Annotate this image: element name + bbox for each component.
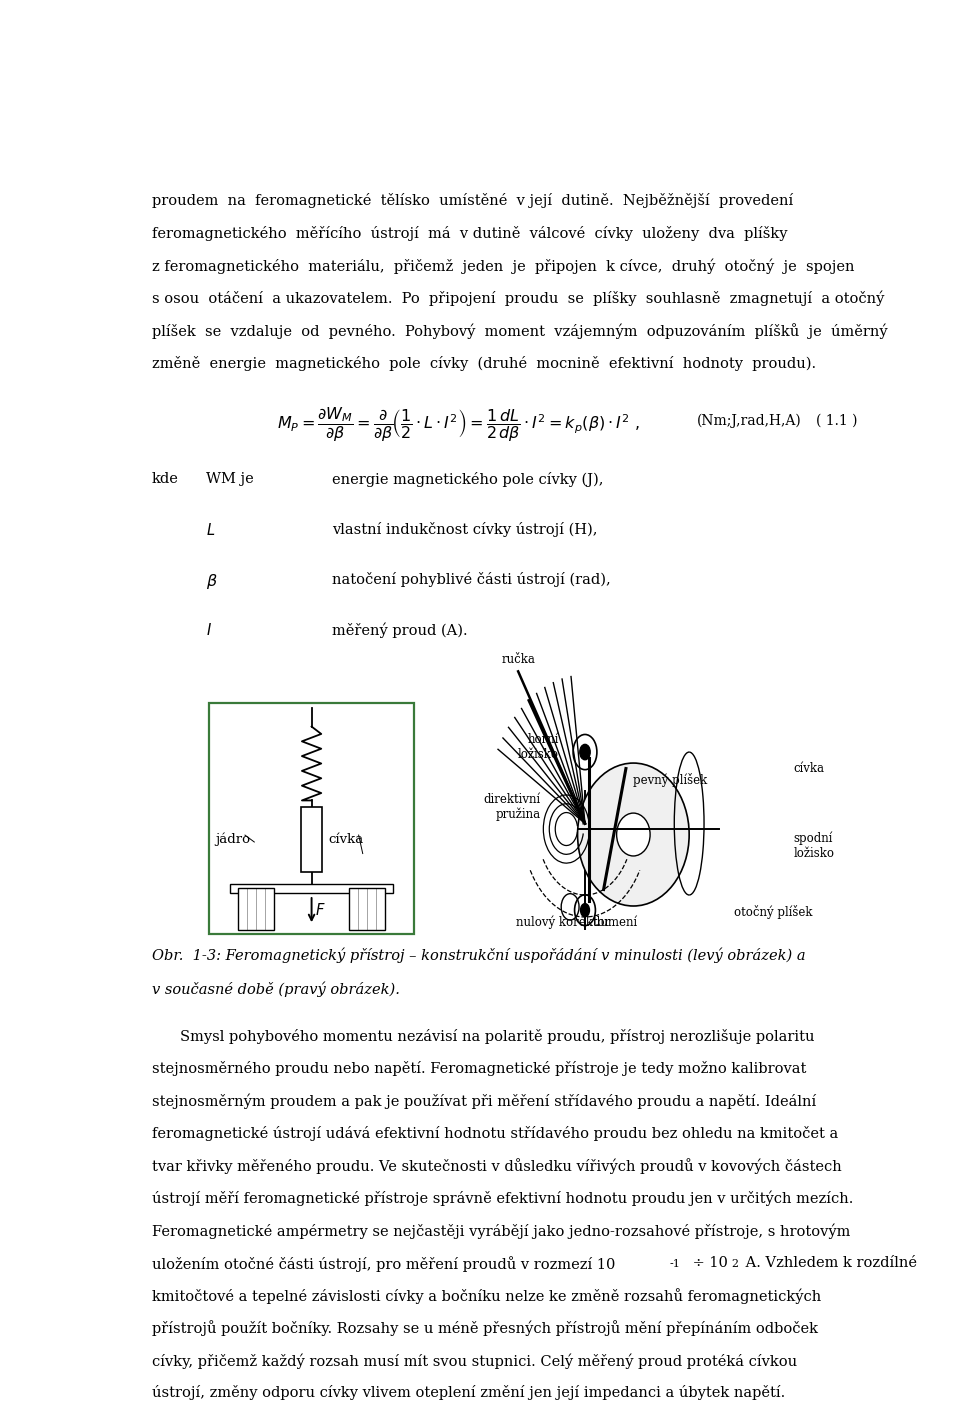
Text: $\beta$: $\beta$ xyxy=(205,573,217,591)
Circle shape xyxy=(581,904,589,917)
Text: Smysl pohybového momentu nezávisí na polaritě proudu, přístroj nerozlišuje polar: Smysl pohybového momentu nezávisí na pol… xyxy=(180,1028,815,1044)
Text: vlastní indukčnost cívky ústrojí (H),: vlastní indukčnost cívky ústrojí (H), xyxy=(332,521,597,537)
Text: natočení pohyblivé části ústrojí (rad),: natočení pohyblivé části ústrojí (rad), xyxy=(332,573,611,587)
Text: nulový korektor: nulový korektor xyxy=(516,915,610,928)
Text: ručka: ručka xyxy=(501,653,535,665)
Text: feromagnetického  měřícího  ústrojí  má  v dutině  válcové  cívky  uloženy  dva : feromagnetického měřícího ústrojí má v d… xyxy=(152,226,787,241)
Text: ( 1.1 ): ( 1.1 ) xyxy=(816,413,857,427)
Text: tlumení: tlumení xyxy=(592,915,637,928)
Text: otočný plíšek: otočný plíšek xyxy=(733,904,812,918)
Text: v současné době (pravý obrázek).: v současné době (pravý obrázek). xyxy=(152,981,400,997)
Text: horní
ložisko: horní ložisko xyxy=(518,733,559,761)
Text: z feromagnetického  materiálu,  přičemž  jeden  je  připojen  k cívce,  druhý  o: z feromagnetického materiálu, přičemž je… xyxy=(152,258,854,274)
Text: stejnosměrným proudem a pak je používat při měření střídavého proudu a napětí. I: stejnosměrným proudem a pak je používat … xyxy=(152,1094,816,1110)
Text: uložením otočné části ústrojí, pro měření proudů v rozmezí 10: uložením otočné části ústrojí, pro měřen… xyxy=(152,1255,615,1271)
Bar xyxy=(301,807,322,873)
Text: A. Vzhledem k rozdílné: A. Vzhledem k rozdílné xyxy=(741,1255,917,1269)
Text: $I$: $I$ xyxy=(205,623,211,638)
Text: jádro: jádro xyxy=(215,833,251,847)
Text: změně  energie  magnetického  pole  cívky  (druhé  mocnině  efektivní  hodnoty  : změně energie magnetického pole cívky (d… xyxy=(152,356,816,370)
Text: -1: -1 xyxy=(669,1259,680,1269)
Text: kmitočtové a tepelné závislosti cívky a bočníku nelze ke změně rozsahů feromagne: kmitočtové a tepelné závislosti cívky a … xyxy=(152,1288,821,1304)
Bar xyxy=(349,888,385,930)
Text: s osou  otáčení  a ukazovatelem.  Po  připojení  proudu  se  plíšky  souhlasně  : s osou otáčení a ukazovatelem. Po připoj… xyxy=(152,291,884,306)
Text: (Nm;J,rad,H,A): (Nm;J,rad,H,A) xyxy=(697,413,802,427)
Text: $L$: $L$ xyxy=(205,521,215,538)
Text: WM je: WM je xyxy=(205,471,253,486)
Ellipse shape xyxy=(616,813,650,855)
Text: kde: kde xyxy=(152,471,179,486)
Text: 2: 2 xyxy=(731,1259,738,1269)
Text: spodní
ložisko: spodní ložisko xyxy=(793,831,834,860)
Text: energie magnetického pole cívky (J),: energie magnetického pole cívky (J), xyxy=(332,471,604,487)
Text: cívka: cívka xyxy=(328,833,363,845)
Text: plíšek  se  vzdaluje  od  pevného.  Pohybový  moment  vzájemným  odpuzováním  pl: plíšek se vzdaluje od pevného. Pohybový … xyxy=(152,323,888,338)
Text: pevný plíšek: pevný plíšek xyxy=(634,773,708,787)
Circle shape xyxy=(580,744,590,760)
Text: měřený proud (A).: měřený proud (A). xyxy=(332,623,468,638)
Text: cívka: cívka xyxy=(793,763,825,775)
Ellipse shape xyxy=(578,763,689,905)
Text: cívky, přičemž každý rozsah musí mít svou stupnici. Celý měřený proud protéká cí: cívky, přičemž každý rozsah musí mít svo… xyxy=(152,1352,797,1368)
Text: ústrojí, změny odporu cívky vlivem oteplení změní jen její impedanci a úbytek na: ústrojí, změny odporu cívky vlivem otepl… xyxy=(152,1385,785,1401)
Text: proudem  na  feromagnetické  tělísko  umístěné  v její  dutině.  Nejběžnější  pr: proudem na feromagnetické tělísko umístě… xyxy=(152,193,793,208)
Text: Feromagnetické ampérmetry se nejčastěji vyrábějí jako jedno-rozsahové přístroje,: Feromagnetické ampérmetry se nejčastěji … xyxy=(152,1224,851,1238)
Text: ÷ 10: ÷ 10 xyxy=(687,1255,728,1269)
Text: $M_P = \dfrac{\partial W_M}{\partial \beta} = \dfrac{\partial}{\partial \beta}\!: $M_P = \dfrac{\partial W_M}{\partial \be… xyxy=(277,406,640,444)
Text: $F$: $F$ xyxy=(315,902,325,918)
Text: stejnosměrného proudu nebo napětí. Feromagnetické přístroje je tedy možno kalibr: stejnosměrného proudu nebo napětí. Ferom… xyxy=(152,1061,806,1077)
Text: Obr.  1-3: Feromagnetický přístroj – konstrukční uspořádání v minulosti (levý ob: Obr. 1-3: Feromagnetický přístroj – kons… xyxy=(152,948,805,962)
Bar xyxy=(238,888,274,930)
Text: přístrojů použít bočníky. Rozsahy se u méně přesných přístrojů mění přepínáním o: přístrojů použít bočníky. Rozsahy se u m… xyxy=(152,1321,818,1337)
Bar xyxy=(229,884,394,892)
Text: feromagnetické ústrojí udává efektivní hodnotu střídavého proudu bez ohledu na k: feromagnetické ústrojí udává efektivní h… xyxy=(152,1125,838,1141)
Text: ústrojí měří feromagnetické přístroje správně efektivní hodnotu proudu jen v urč: ústrojí měří feromagnetické přístroje sp… xyxy=(152,1191,853,1207)
Bar xyxy=(209,704,414,934)
Text: tvar křivky měřeného proudu. Ve skutečnosti v důsledku vířivých proudů v kovovýc: tvar křivky měřeného proudu. Ve skutečno… xyxy=(152,1158,842,1174)
Text: direktivní
pružina: direktivní pružina xyxy=(483,793,540,821)
